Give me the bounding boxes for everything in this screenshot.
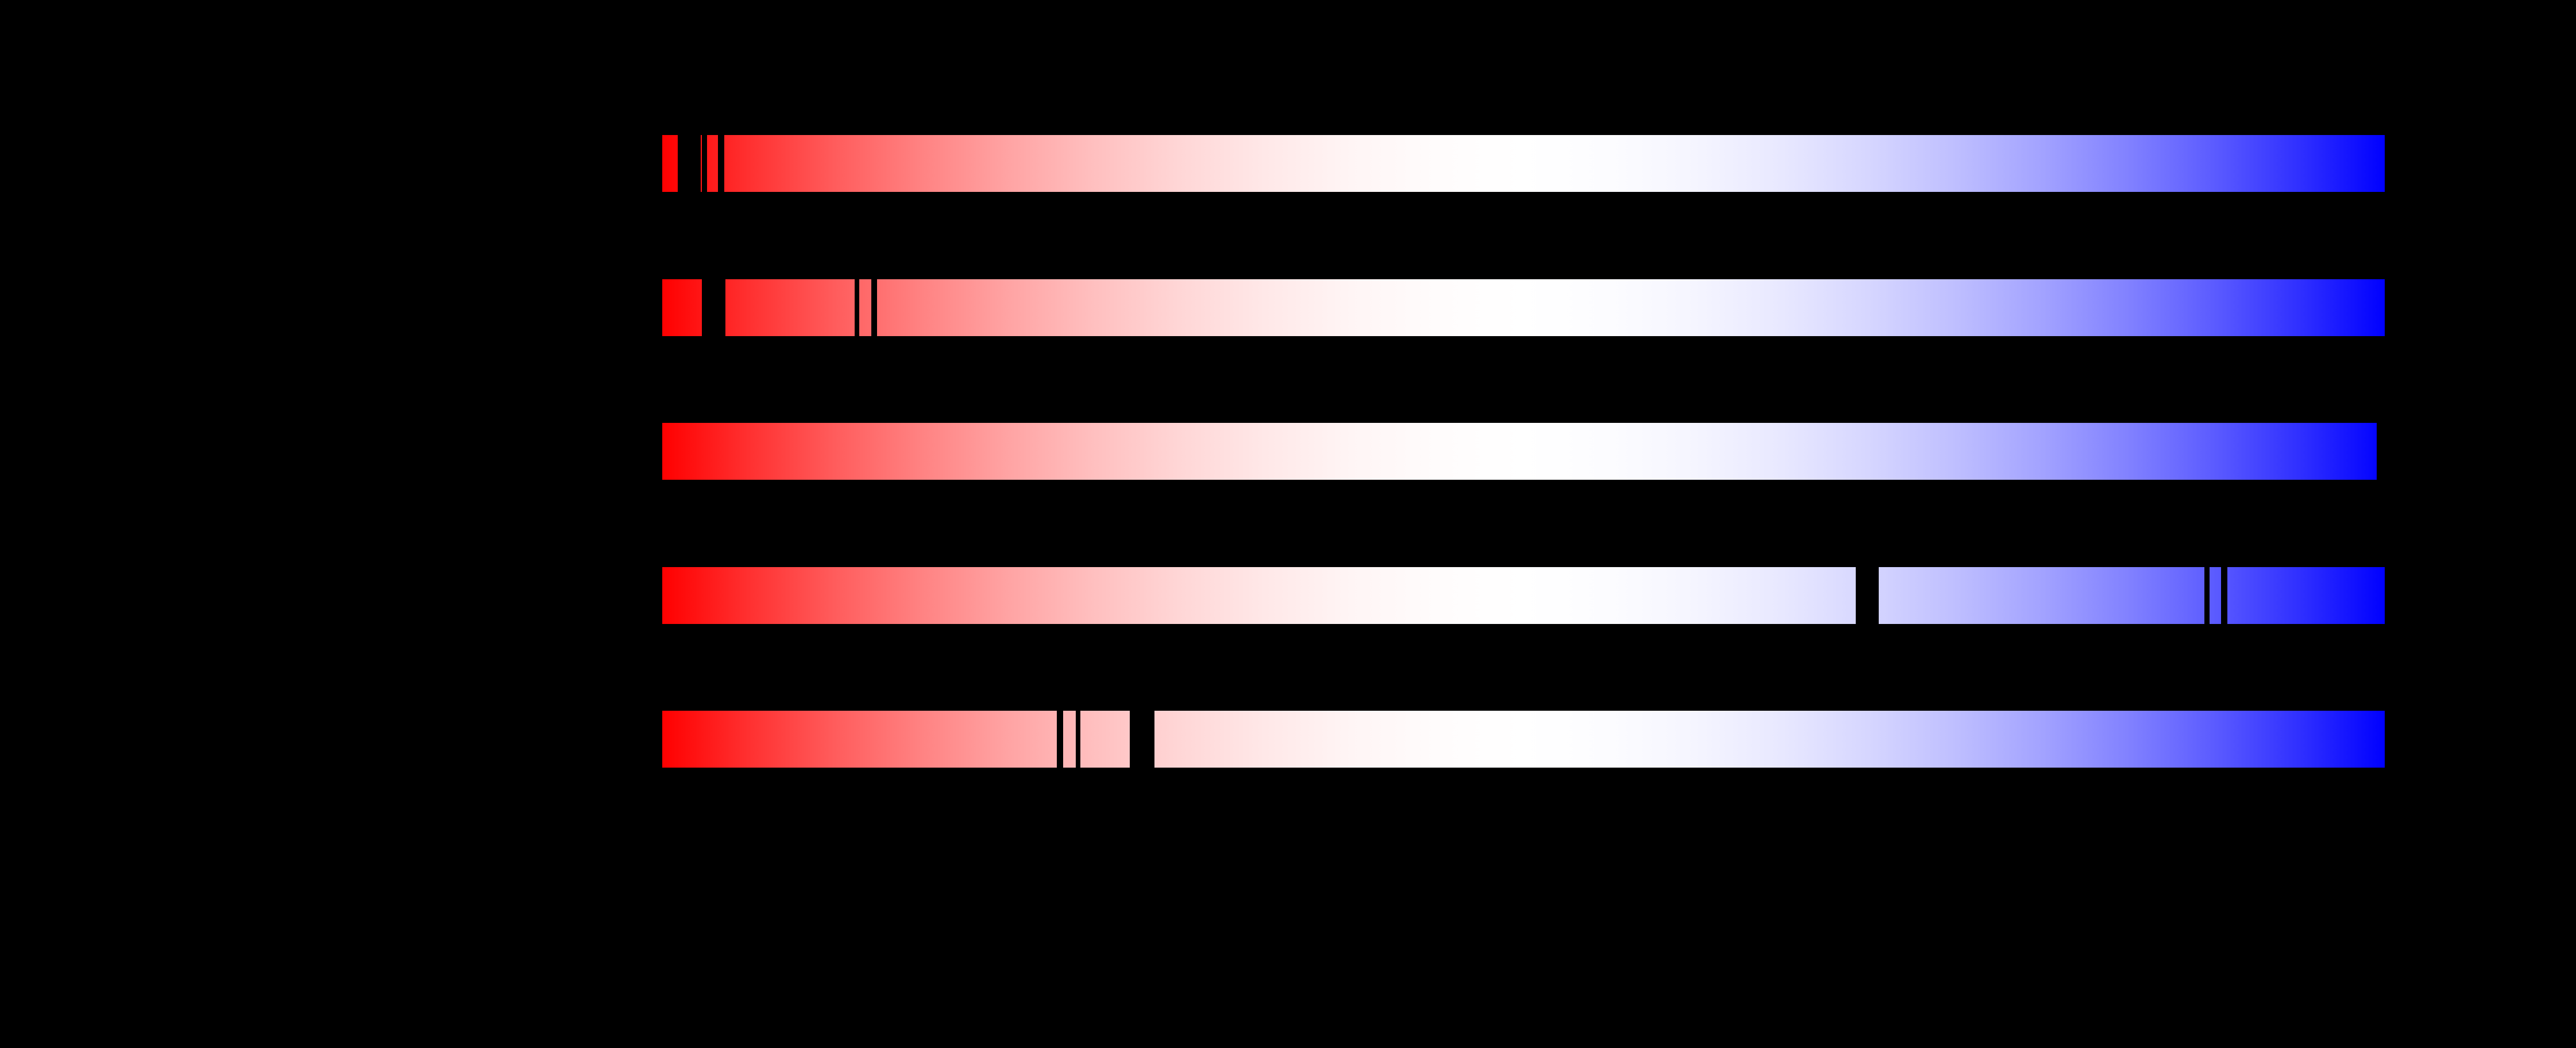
bwr-gradient-fill bbox=[662, 711, 2385, 768]
gradient-bar-row-strip-4 bbox=[662, 567, 2385, 624]
bar-gap bbox=[678, 135, 701, 192]
bar-gap bbox=[1856, 567, 1879, 624]
bwr-gradient-fill bbox=[662, 423, 2385, 480]
bar-gap bbox=[702, 135, 707, 192]
bar-gap bbox=[702, 279, 725, 336]
gradient-bar-row-strip-1 bbox=[662, 135, 2385, 192]
gradient-bar-row-strip-5 bbox=[662, 711, 2385, 768]
bar-gap bbox=[871, 279, 877, 336]
gradient-bar-row-strip-2 bbox=[662, 279, 2385, 336]
bar-gap bbox=[1057, 711, 1063, 768]
bar-trailing-mask bbox=[2377, 423, 2385, 480]
bar-gap bbox=[855, 279, 859, 336]
bar-gap bbox=[2204, 567, 2210, 624]
bar-gap bbox=[1076, 711, 1080, 768]
bwr-gradient-fill bbox=[662, 135, 2385, 192]
bar-gap bbox=[2221, 567, 2227, 624]
bar-gap bbox=[1130, 711, 1154, 768]
bwr-gradient-fill bbox=[662, 279, 2385, 336]
bwr-gradient-fill bbox=[662, 567, 2385, 624]
bar-gap bbox=[718, 135, 724, 192]
gradient-bar-row-strip-3 bbox=[662, 423, 2385, 480]
